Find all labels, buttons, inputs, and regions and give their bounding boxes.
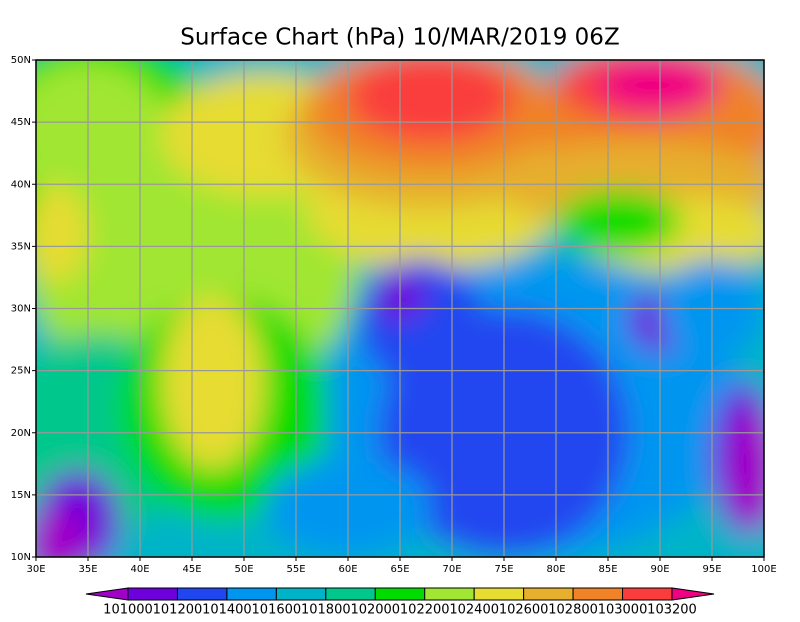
x-tick-label: 50E: [234, 564, 253, 575]
x-tick-label: 95E: [702, 564, 721, 575]
colorbar-triangle: [671, 587, 715, 601]
colorbar: 101000 101200 101400 101600 101800 102000 1022…: [85, 587, 715, 618]
colorbar-box: [424, 587, 475, 601]
x-tick-label: 55E: [286, 564, 305, 575]
colorbar-box: [622, 587, 673, 601]
pressure-region: [358, 258, 484, 384]
colorbar-label: 102800: [548, 603, 598, 618]
y-tick-label: 35N: [11, 241, 31, 252]
colorbar-box: [572, 587, 624, 601]
colorbar-label: 101600: [252, 603, 302, 618]
x-tick-label: 80E: [546, 564, 565, 575]
colorbar-box: [325, 587, 376, 601]
x-tick-label: 30E: [26, 564, 45, 575]
colorbar-label: 103200: [647, 603, 697, 618]
x-tick-label: 45E: [182, 564, 201, 575]
pressure-region: [36, 184, 88, 284]
x-tick-label: 65E: [390, 564, 409, 575]
colorbar-label: 103000: [598, 603, 648, 618]
chart-title: Surface Chart (hPa) 10/MAR/2019 06Z: [180, 25, 619, 51]
colorbar-box: [473, 587, 525, 601]
colorbar-box: [226, 587, 277, 601]
x-tick-label: 60E: [338, 564, 357, 575]
colorbar-label: 102600: [499, 603, 549, 618]
colorbar-label: 102000: [350, 603, 400, 618]
y-tick-label: 40N: [11, 179, 31, 190]
y-tick-label: 20N: [11, 428, 31, 439]
pressure-region: [36, 507, 88, 557]
colorbar-box: [127, 587, 178, 601]
colorbar-label: 102400: [449, 603, 499, 618]
x-tick-label: 70E: [442, 564, 461, 575]
x-tick-label: 40E: [130, 564, 149, 575]
x-tick-label: 90E: [650, 564, 669, 575]
y-tick-label: 45N: [11, 117, 31, 128]
colorbar-label: 102200: [400, 603, 450, 618]
x-tick-label: 100E: [751, 564, 776, 575]
map-frame: [35, 59, 765, 558]
x-tick-label: 75E: [494, 564, 513, 575]
pressure-region: [36, 60, 172, 210]
pressure-region: [160, 296, 265, 471]
y-tick-label: 10N: [11, 552, 31, 563]
colorbar-triangle: [85, 587, 129, 601]
y-tick-label: 50N: [11, 55, 31, 66]
pressure-region: [556, 190, 681, 253]
colorbar-box: [275, 587, 327, 601]
colorbar-box: [176, 587, 228, 601]
colorbar-box: [374, 587, 426, 601]
y-tick-label: 25N: [11, 366, 31, 377]
colorbar-label: 101000: [103, 603, 153, 618]
y-tick-label: 15N: [11, 490, 31, 501]
pressure-region: [727, 407, 764, 533]
colorbar-label: 101800: [301, 603, 351, 618]
colorbar-label: 101400: [202, 603, 252, 618]
pressure-region: [348, 60, 515, 141]
colorbar-label: 101200: [153, 603, 203, 618]
x-tick-label: 85E: [598, 564, 617, 575]
y-tick-label: 30N: [11, 304, 31, 315]
x-tick-label: 35E: [78, 564, 97, 575]
colorbar-box: [523, 587, 574, 601]
